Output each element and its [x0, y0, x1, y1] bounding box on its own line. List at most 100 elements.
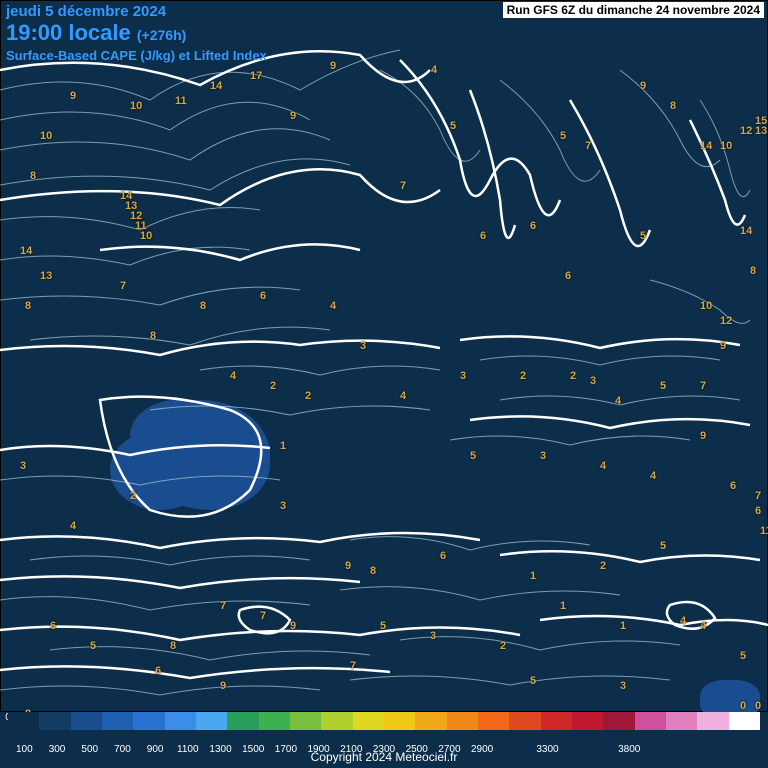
copyright-text: Copyright 2024 Meteociel.fr	[0, 750, 768, 764]
contour-value-label: 7	[700, 380, 706, 392]
colorbar-segment	[321, 712, 352, 730]
contour-value-label: 8	[30, 170, 36, 182]
contour-value-label: 6	[565, 270, 571, 282]
contour-value-label: 2	[270, 380, 276, 392]
contour-value-label: 7	[400, 180, 406, 192]
parameter-name: Surface-Based CAPE (J/kg) et Lifted Inde…	[6, 48, 267, 63]
colorbar-segment	[290, 712, 321, 730]
contour-value-label: 4	[680, 615, 686, 627]
contour-value-label: 9	[640, 80, 646, 92]
contour-value-label: 8	[200, 300, 206, 312]
contour-value-label: 5	[90, 640, 96, 652]
contour-value-label: 4	[700, 620, 706, 632]
contour-value-label: 3	[430, 630, 436, 642]
contour-value-label: 14	[740, 225, 752, 237]
contour-value-label: 11	[175, 95, 187, 107]
contour-value-label: 2	[500, 640, 506, 652]
contour-value-label: 5	[470, 450, 476, 462]
contour-value-label: 7	[260, 610, 266, 622]
contour-value-label: 3	[540, 450, 546, 462]
colorbar-segment	[541, 712, 572, 730]
contour-value-label: 11	[760, 525, 768, 537]
colorbar	[8, 712, 760, 730]
header-left: jeudi 5 décembre 2024 19:00 locale (+276…	[6, 3, 267, 63]
contour-value-label: 8	[670, 100, 676, 112]
contour-value-label: 1	[280, 440, 286, 452]
contour-value-label: 3	[590, 375, 596, 387]
contour-value-label: 4	[600, 460, 606, 472]
contour-value-label: 6	[155, 665, 161, 677]
contour-value-label: 2	[600, 560, 606, 572]
contour-value-label: 8	[150, 330, 156, 342]
colorbar-segment	[8, 712, 39, 730]
colorbar-segment	[102, 712, 133, 730]
colorbar-segment	[165, 712, 196, 730]
colorbar-segment	[196, 712, 227, 730]
colorbar-segment	[697, 712, 728, 730]
contour-value-label: 6	[480, 230, 486, 242]
contour-value-label: 3	[360, 340, 366, 352]
contour-value-label: 1	[620, 620, 626, 632]
weather-map: 9108101114179945579814101215131413121110…	[0, 0, 768, 768]
contour-value-label: 8	[25, 300, 31, 312]
contour-value-label: 5	[640, 230, 646, 242]
contour-value-label: 2	[570, 370, 576, 382]
contour-value-label: 3	[460, 370, 466, 382]
contour-value-label: 10	[140, 230, 152, 242]
contour-value-label: 6	[440, 550, 446, 562]
contour-value-label: 10	[700, 300, 712, 312]
contour-value-label: 3	[20, 460, 26, 472]
contour-value-label: 9	[290, 110, 296, 122]
contour-value-label: 4	[650, 470, 656, 482]
contour-value-label: 9	[70, 90, 76, 102]
contour-value-label: 9	[290, 620, 296, 632]
contour-value-label: 4	[70, 520, 76, 532]
contour-value-label: 3	[280, 500, 286, 512]
contour-value-label: 4	[230, 370, 236, 382]
contour-value-label: 14	[700, 140, 712, 152]
colorbar-segment	[603, 712, 634, 730]
colorbar-segment	[415, 712, 446, 730]
contour-value-label: 10	[40, 130, 52, 142]
colorbar-segment	[259, 712, 290, 730]
contour-value-label: 12	[740, 125, 752, 137]
contour-value-label: 14	[20, 245, 32, 257]
contour-value-label: 5	[380, 620, 386, 632]
colorbar-segment	[509, 712, 540, 730]
contour-value-label: 5	[740, 650, 746, 662]
contour-lines	[0, 0, 768, 712]
contour-value-label: 9	[220, 680, 226, 692]
contour-value-label: 4	[330, 300, 336, 312]
contour-value-label: 0	[755, 700, 761, 712]
contour-value-label: 2	[520, 370, 526, 382]
contour-value-label: 10	[130, 100, 142, 112]
contour-value-label: 10	[720, 140, 732, 152]
contour-value-label: 9	[700, 430, 706, 442]
contour-value-label: 6	[530, 220, 536, 232]
contour-value-label: 7	[120, 280, 126, 292]
colorbar-segment	[447, 712, 478, 730]
colorbar-segment	[39, 712, 70, 730]
colorbar-unit: J/kg	[740, 719, 758, 730]
contour-value-label: 1	[560, 600, 566, 612]
contour-value-label: 5	[560, 130, 566, 142]
contour-value-label: 5	[660, 540, 666, 552]
contour-value-label: 9	[345, 560, 351, 572]
colorbar-segment	[478, 712, 509, 730]
contour-value-label: 5	[530, 675, 536, 687]
contour-value-label: 3	[620, 680, 626, 692]
contour-value-label: 6	[730, 480, 736, 492]
contour-value-label: 4	[615, 395, 621, 407]
model-run-info: Run GFS 6Z du dimanche 24 novembre 2024	[503, 2, 764, 18]
colorbar-segment	[572, 712, 603, 730]
time-offset: (+276h)	[137, 27, 186, 43]
forecast-date: jeudi 5 décembre 2024	[6, 3, 267, 20]
contour-value-label: 4	[400, 390, 406, 402]
contour-value-label: 7	[350, 660, 356, 672]
contour-value-label: 5	[660, 380, 666, 392]
colorbar-segment	[666, 712, 697, 730]
contour-value-label: 9	[330, 60, 336, 72]
contour-value-label: 2	[305, 390, 311, 402]
contour-value-label: 1	[530, 570, 536, 582]
colorbar-segment	[227, 712, 258, 730]
